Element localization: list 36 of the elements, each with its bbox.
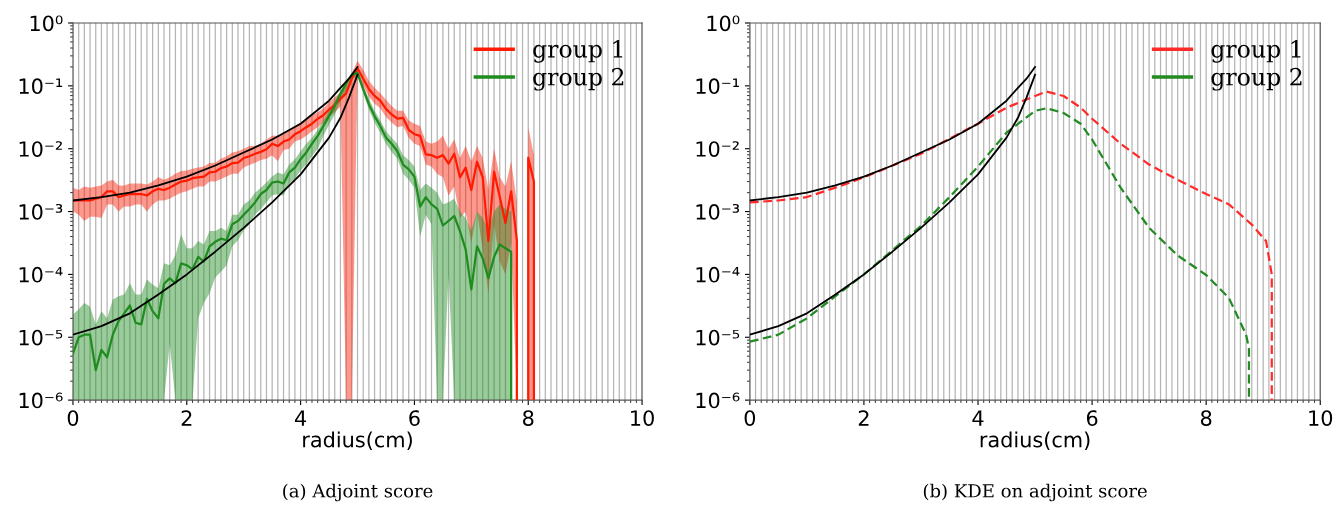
x-tick-label: 0 — [744, 410, 756, 426]
legend-label: group 1 — [533, 39, 623, 63]
y-tick-label: 10⁻⁵ — [696, 329, 740, 346]
x-tick-label: 8 — [523, 410, 534, 426]
y-tick-label: 10⁻¹ — [696, 78, 739, 95]
line-series — [72, 66, 359, 202]
x-tick-label: 2 — [181, 410, 192, 426]
line-series — [749, 66, 1036, 202]
x-tick-label: 6 — [1086, 410, 1098, 426]
x-axis-title: radius(cm) — [980, 431, 1090, 450]
y-tick-label: 10⁰ — [707, 15, 740, 32]
y-tick-label: 10⁻⁶ — [696, 392, 740, 409]
legend-label: group 2 — [533, 67, 624, 91]
y-tick-label: 10⁰ — [30, 15, 63, 32]
legend-label: group 1 — [1211, 39, 1301, 63]
x-tick-label: 10 — [631, 410, 654, 426]
y-tick-label: 10⁻⁴ — [696, 266, 740, 283]
x-tick-label: 4 — [972, 410, 984, 426]
text: (b) KDE on adjoint score — [923, 483, 1147, 502]
x-axis-title: radius(cm) — [303, 431, 412, 450]
y-tick-label: 10⁻² — [696, 141, 739, 157]
text: (a) Adjoint score — [283, 483, 433, 502]
legend-label: group 2 — [1211, 67, 1302, 91]
y-tick-label: 10⁻³ — [19, 204, 63, 220]
y-tick-label: 10⁻⁵ — [19, 329, 63, 346]
x-tick-label: 6 — [409, 410, 420, 426]
x-tick-label: 10 — [1309, 410, 1333, 426]
y-tick-label: 10⁻¹ — [19, 78, 63, 95]
x-tick-label: 0 — [67, 410, 79, 426]
y-tick-label: 10⁻⁴ — [19, 266, 63, 283]
y-tick-label: 10⁻² — [19, 141, 62, 157]
y-tick-label: 10⁻⁶ — [19, 392, 63, 409]
x-tick-label: 4 — [295, 410, 307, 426]
x-tick-label: 2 — [858, 410, 869, 426]
x-tick-label: 8 — [1200, 410, 1212, 426]
y-tick-label: 10⁻³ — [696, 204, 740, 220]
